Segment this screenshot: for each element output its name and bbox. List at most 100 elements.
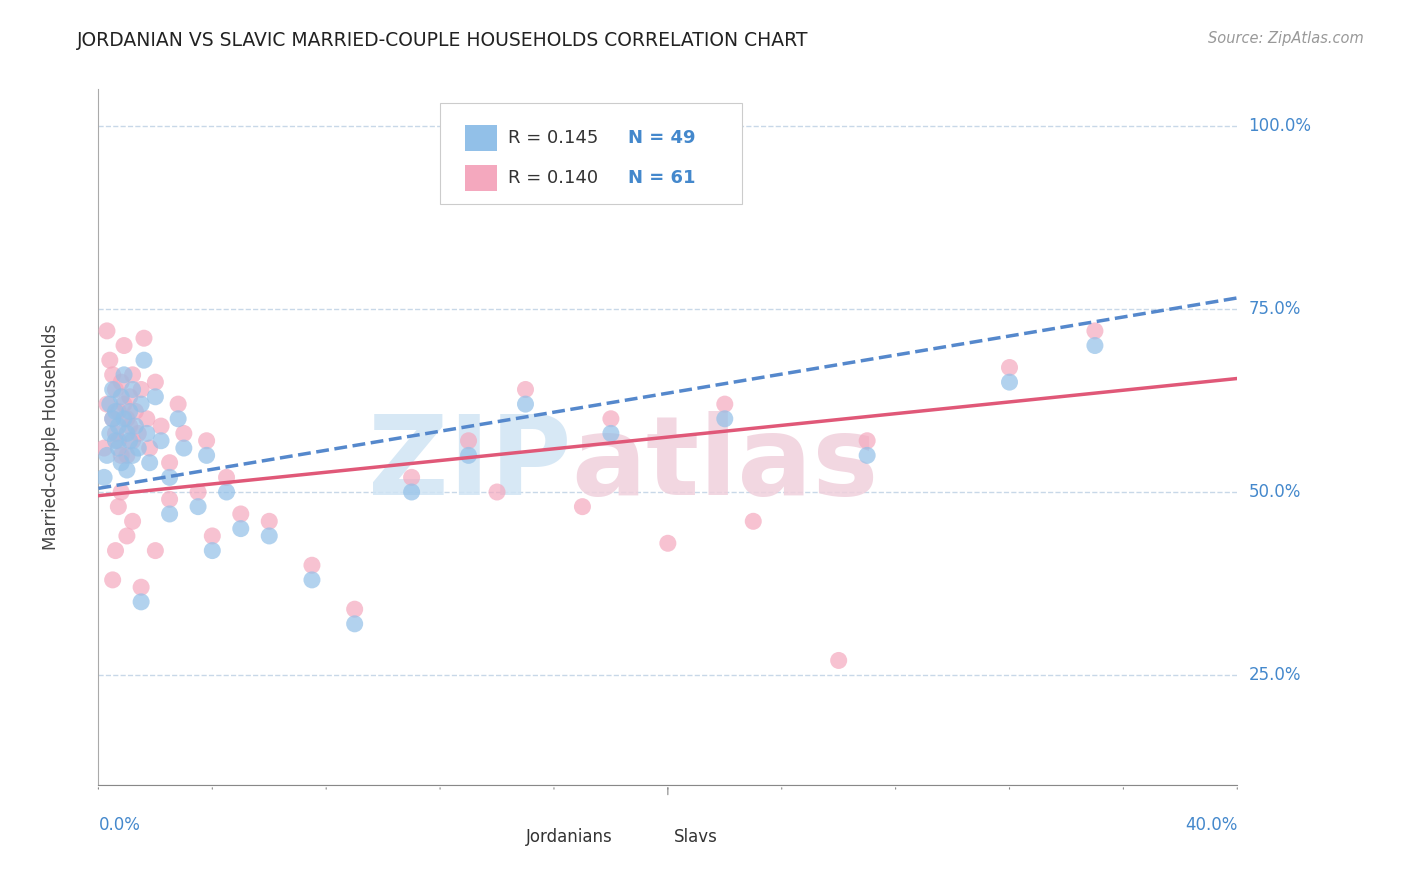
Point: [112, 411, 135, 425]
Text: 0.0%: 0.0%: [98, 815, 141, 833]
Point: [129, 580, 152, 594]
FancyBboxPatch shape: [634, 824, 664, 850]
Point: [129, 595, 152, 609]
Point: [1084, 324, 1107, 338]
Point: [132, 353, 155, 368]
Point: [486, 485, 509, 500]
Point: [187, 500, 209, 514]
Point: [127, 426, 149, 441]
Point: [201, 529, 224, 543]
Point: [571, 500, 593, 514]
Point: [115, 529, 138, 543]
Point: [301, 558, 323, 573]
Point: [173, 426, 195, 441]
Point: [742, 514, 765, 528]
Text: 75.0%: 75.0%: [1249, 300, 1301, 318]
Point: [101, 411, 124, 425]
Point: [107, 404, 129, 418]
Point: [201, 543, 224, 558]
Point: [121, 383, 143, 397]
Point: [124, 419, 146, 434]
Point: [135, 426, 157, 441]
Point: [457, 434, 479, 448]
Point: [135, 411, 157, 425]
Point: [1084, 338, 1107, 352]
Point: [159, 456, 181, 470]
Text: ZIP: ZIP: [368, 411, 571, 518]
Point: [121, 434, 143, 448]
Point: [96, 324, 118, 338]
Point: [96, 397, 118, 411]
Point: [167, 411, 190, 425]
Point: [104, 426, 127, 441]
Point: [124, 404, 146, 418]
Point: [215, 485, 238, 500]
Point: [118, 419, 141, 434]
Point: [515, 383, 537, 397]
Point: [856, 434, 879, 448]
Point: [301, 573, 323, 587]
Text: Married-couple Households: Married-couple Households: [42, 324, 59, 550]
FancyBboxPatch shape: [485, 824, 515, 850]
Point: [110, 375, 132, 389]
Point: [127, 441, 149, 455]
Point: [259, 529, 281, 543]
Point: [107, 434, 129, 448]
Point: [215, 470, 238, 484]
Point: [115, 411, 138, 425]
Point: [145, 390, 167, 404]
Point: [101, 383, 124, 397]
Point: [138, 456, 160, 470]
Point: [457, 449, 479, 463]
Point: [129, 383, 152, 397]
Point: [401, 470, 423, 484]
Point: [159, 507, 181, 521]
Point: [714, 397, 737, 411]
Text: 50.0%: 50.0%: [1249, 483, 1301, 501]
Point: [150, 419, 173, 434]
Point: [159, 492, 181, 507]
Text: Source: ZipAtlas.com: Source: ZipAtlas.com: [1208, 31, 1364, 46]
Point: [110, 456, 132, 470]
Point: [98, 426, 121, 441]
Point: [229, 522, 252, 536]
Text: 100.0%: 100.0%: [1249, 117, 1312, 135]
Point: [98, 353, 121, 368]
Point: [998, 375, 1021, 389]
Point: [107, 419, 129, 434]
Point: [101, 368, 124, 382]
Point: [159, 470, 181, 484]
FancyBboxPatch shape: [465, 125, 498, 151]
Point: [104, 404, 127, 418]
Point: [112, 368, 135, 382]
Point: [101, 573, 124, 587]
Point: [150, 434, 173, 448]
Point: [195, 434, 218, 448]
Point: [229, 507, 252, 521]
Point: [195, 449, 218, 463]
Point: [167, 397, 190, 411]
Point: [657, 536, 679, 550]
Point: [121, 368, 143, 382]
Point: [259, 514, 281, 528]
Point: [343, 616, 366, 631]
Point: [104, 543, 127, 558]
Point: [118, 404, 141, 418]
Text: 25.0%: 25.0%: [1249, 666, 1301, 684]
Point: [600, 411, 623, 425]
Text: R = 0.140: R = 0.140: [509, 169, 599, 187]
Point: [107, 441, 129, 455]
Point: [110, 485, 132, 500]
Point: [401, 485, 423, 500]
Text: atlas: atlas: [571, 411, 879, 518]
Point: [104, 434, 127, 448]
FancyBboxPatch shape: [440, 103, 742, 204]
Text: Jordanians: Jordanians: [526, 828, 612, 847]
Point: [110, 449, 132, 463]
Point: [112, 397, 135, 411]
Point: [998, 360, 1021, 375]
Point: [138, 441, 160, 455]
Point: [98, 397, 121, 411]
Point: [101, 411, 124, 425]
Point: [856, 449, 879, 463]
